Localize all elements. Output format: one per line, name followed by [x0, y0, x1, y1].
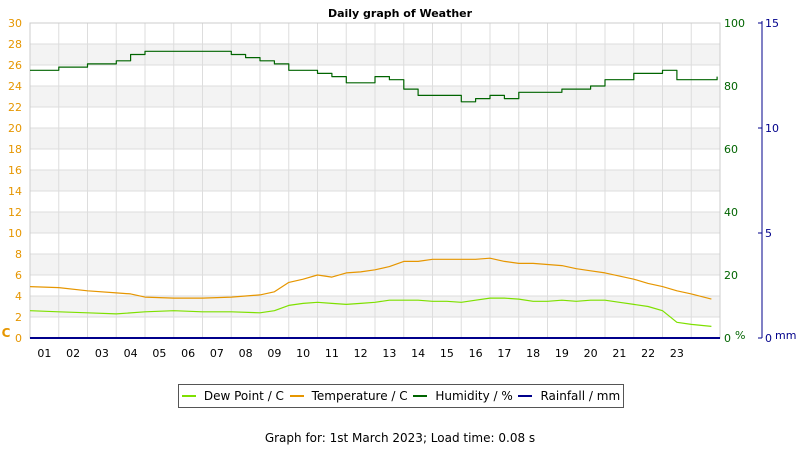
chart-legend: Dew Point / C Temperature / C Humidity / %…	[178, 384, 624, 408]
y-tick-label-left: 26	[8, 59, 22, 72]
y-tick-label-humidity: 100	[724, 17, 745, 30]
y-tick-label-humidity: 20	[724, 269, 738, 282]
x-tick-label: 15	[440, 347, 454, 360]
x-tick-label: 20	[584, 347, 598, 360]
legend-label: Dew Point / C	[203, 389, 284, 403]
legend-swatch	[518, 395, 533, 397]
y-tick-label-left: 14	[8, 185, 22, 198]
x-tick-label: 02	[66, 347, 80, 360]
y-tick-label-left: 22	[8, 101, 22, 114]
y-tick-label-left: 8	[15, 248, 22, 261]
series-line-temperature	[29, 257, 712, 300]
x-tick-label: 18	[526, 347, 540, 360]
x-tick-label: 06	[181, 347, 195, 360]
y-tick-label-left: 28	[8, 38, 22, 51]
legend-swatch	[413, 395, 428, 397]
y-tick-label-left: 30	[8, 17, 22, 30]
y-tick-label-rain: 0	[765, 332, 772, 345]
x-tick-label: 08	[239, 347, 253, 360]
y-tick-label-humidity: 60	[724, 143, 738, 156]
y-tick-label-rain: 5	[765, 227, 772, 240]
y-tick-label-left: 0	[15, 332, 22, 345]
x-tick-label: 05	[152, 347, 166, 360]
x-tick-label: 17	[497, 347, 511, 360]
y-tick-label-left: 4	[15, 290, 22, 303]
x-tick-label: 01	[37, 347, 51, 360]
y-tick-label-left: 12	[8, 206, 22, 219]
x-tick-label: 09	[267, 347, 281, 360]
legend-label: Humidity / %	[435, 389, 513, 403]
x-tick-label: 23	[670, 347, 684, 360]
footer-status: Graph for: 1st March 2023; Load time: 0.…	[264, 431, 536, 445]
legend-swatch	[181, 395, 196, 397]
series-line-dew-point	[29, 297, 712, 327]
chart-title: Daily graph of Weather	[328, 7, 473, 20]
x-tick-label: 16	[469, 347, 483, 360]
series-line-humidity	[30, 50, 718, 103]
y-axis-unit-humidity: %	[735, 329, 745, 342]
y-tick-label-left: 18	[8, 143, 22, 156]
legend-label: Rainfall / mm	[540, 389, 621, 403]
x-tick-label: 14	[411, 347, 425, 360]
x-tick-label: 10	[296, 347, 310, 360]
x-tick-label: 13	[382, 347, 396, 360]
y-axis-unit-rain: mm	[775, 329, 796, 342]
x-tick-label: 04	[124, 347, 138, 360]
legend-label: Temperature / C	[311, 389, 408, 403]
y-tick-label-humidity: 80	[724, 80, 738, 93]
x-tick-label: 11	[325, 347, 339, 360]
y-tick-label-left: 6	[15, 269, 22, 282]
legend-item: Rainfall / mm	[518, 389, 620, 403]
x-tick-label: 19	[555, 347, 569, 360]
y-tick-label-left: 2	[15, 311, 22, 324]
x-tick-label: 03	[95, 347, 109, 360]
y-tick-label-left: 16	[8, 164, 22, 177]
y-tick-label-left: 10	[8, 227, 22, 240]
x-tick-label: 21	[612, 347, 626, 360]
y-tick-label-humidity: 40	[724, 206, 738, 219]
legend-item: Temperature / C	[289, 389, 408, 403]
x-tick-label: 12	[354, 347, 368, 360]
x-tick-label: 22	[641, 347, 655, 360]
y-axis-unit-left: C	[2, 326, 11, 340]
y-tick-label-rain: 10	[765, 122, 779, 135]
y-tick-label-rain: 15	[765, 17, 779, 30]
y-tick-label-humidity: 0	[724, 332, 731, 345]
legend-item: Dew Point / C	[181, 389, 284, 403]
legend-item: Humidity / %	[413, 389, 513, 403]
y-tick-label-left: 20	[8, 122, 22, 135]
y-tick-label-left: 24	[8, 80, 22, 93]
legend-swatch	[289, 395, 304, 397]
x-tick-label: 07	[210, 347, 224, 360]
